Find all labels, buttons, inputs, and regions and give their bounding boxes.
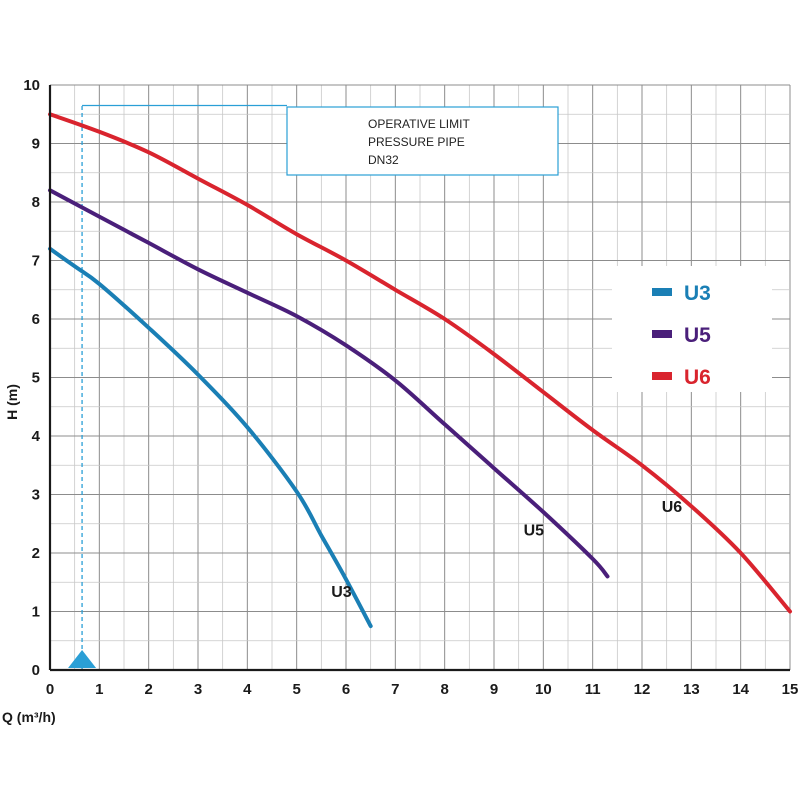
x-tick-label: 15 xyxy=(782,681,799,698)
legend-swatch-u5 xyxy=(652,330,672,338)
x-tick-label: 12 xyxy=(634,681,651,698)
x-tick-label: 10 xyxy=(535,681,552,698)
y-tick-label: 10 xyxy=(23,77,40,94)
y-tick-label: 8 xyxy=(32,194,40,211)
note-line-3: DN32 xyxy=(368,153,399,167)
legend: U3 U5 U6 xyxy=(612,266,772,392)
x-tick-label: 4 xyxy=(243,681,252,698)
x-tick-label: 8 xyxy=(440,681,448,698)
curve-u3 xyxy=(48,246,373,629)
x-tick-label: 3 xyxy=(194,681,202,698)
legend-swatch-u3 xyxy=(652,288,672,296)
x-tick-label: 11 xyxy=(585,681,601,698)
x-tick-label: 14 xyxy=(732,681,749,698)
axes xyxy=(48,85,790,672)
y-tick-label: 2 xyxy=(32,545,40,562)
operative-limit-marker-icon xyxy=(68,650,97,668)
legend-label-u6: U6 xyxy=(684,366,711,389)
y-axis-label: H (m) xyxy=(4,384,20,420)
x-tick-label: 9 xyxy=(490,681,498,698)
legend-box xyxy=(612,266,772,392)
legend-label-u5: U5 xyxy=(684,324,711,347)
x-tick-label: 2 xyxy=(144,681,152,698)
curve-u6 xyxy=(48,112,792,614)
curves xyxy=(48,112,792,629)
x-tick-label: 13 xyxy=(683,681,700,698)
operative-limit-note: OPERATIVE LIMIT PRESSURE PIPE DN32 xyxy=(286,106,559,176)
y-tick-label: 1 xyxy=(32,604,40,621)
curve-labels: U3 U5 U6 xyxy=(331,499,682,601)
x-tick-label: 1 xyxy=(95,681,103,698)
y-tick-label: 6 xyxy=(32,311,40,328)
y-tick-label: 0 xyxy=(32,662,40,679)
y-tick-label: 4 xyxy=(32,428,41,445)
x-tick-label: 7 xyxy=(391,681,399,698)
x-axis-label: Q (m³/h) xyxy=(2,709,56,725)
legend-label-u3: U3 xyxy=(684,282,711,305)
note-line-2: PRESSURE PIPE xyxy=(368,135,465,149)
y-tick-label: 9 xyxy=(32,136,40,153)
operative-limit xyxy=(68,104,287,670)
curve-u5 xyxy=(48,188,610,579)
curve-label-u6: U6 xyxy=(662,499,683,516)
x-tick-label: 5 xyxy=(292,681,300,698)
y-tick-label: 3 xyxy=(32,487,40,504)
y-tick-label: 7 xyxy=(32,253,40,270)
curve-label-u3: U3 xyxy=(331,584,352,601)
legend-swatch-u6 xyxy=(652,372,672,380)
y-tick-label: 5 xyxy=(32,370,40,387)
x-tick-label: 0 xyxy=(46,681,54,698)
note-box xyxy=(286,106,559,176)
note-line-1: OPERATIVE LIMIT xyxy=(368,117,470,131)
curve-label-u5: U5 xyxy=(524,522,545,539)
x-tick-label: 6 xyxy=(342,681,350,698)
